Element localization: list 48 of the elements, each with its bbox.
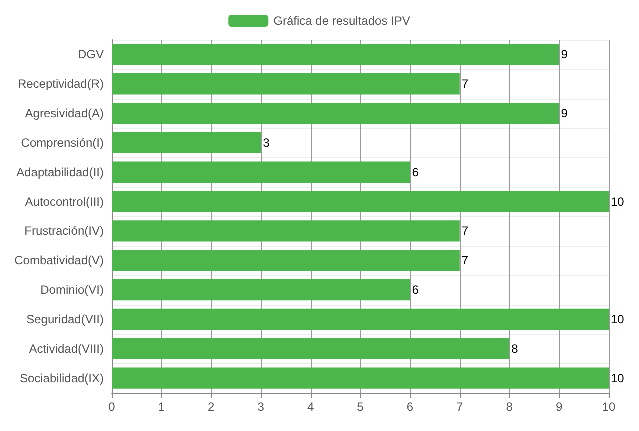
- x-tick-label: 7: [456, 400, 464, 414]
- y-tick-label: Adaptabilidad(II): [16, 165, 104, 180]
- y-tick-label: Agresividad(A): [25, 106, 104, 121]
- data-label: 8: [512, 342, 519, 356]
- x-tick-label: 10: [602, 400, 616, 414]
- data-label: 6: [412, 165, 420, 180]
- bar: [112, 250, 460, 272]
- data-label: 10: [611, 194, 625, 209]
- y-tick-label: Actividad(VIII): [29, 342, 104, 356]
- data-label: 3: [263, 136, 270, 150]
- data-label: 6: [412, 283, 420, 298]
- legend-label: Gráfica de resultados IPV: [274, 14, 410, 28]
- x-tick-label: 9: [556, 400, 563, 414]
- bar: [112, 132, 262, 154]
- x-tick-label: 8: [506, 400, 514, 414]
- bar: [112, 44, 560, 66]
- bar: [112, 74, 460, 95]
- bar: [112, 220, 460, 242]
- bar: [112, 338, 510, 360]
- y-tick-label: Dominio(VI): [40, 283, 104, 298]
- x-tick-label: 5: [357, 400, 364, 414]
- x-tick-label: 3: [258, 400, 265, 414]
- data-label: 9: [561, 106, 568, 121]
- y-tick-label: Autocontrol(III): [25, 194, 104, 209]
- y-tick-label: Sociabilidad(IX): [20, 371, 104, 386]
- data-label: 7: [462, 254, 469, 268]
- x-tick-label: 0: [108, 400, 116, 414]
- data-label: 10: [611, 312, 625, 326]
- x-tick-label: 6: [406, 400, 414, 414]
- x-tick-label: 1: [158, 400, 166, 414]
- data-label: 9: [561, 48, 568, 62]
- data-label: 7: [462, 224, 469, 238]
- data-label: 7: [462, 77, 469, 92]
- x-tick-label: 4: [307, 400, 314, 414]
- bar: [112, 308, 609, 330]
- y-tick-label: Frustración(IV): [24, 224, 104, 238]
- data-label: 10: [611, 371, 625, 386]
- y-tick-label: Comprensión(I): [21, 136, 104, 150]
- y-tick-label: Receptividad(R): [18, 77, 104, 92]
- bar: [112, 162, 410, 183]
- bar: [112, 191, 609, 212]
- bar: [112, 279, 410, 301]
- bar: [112, 102, 560, 124]
- y-tick-label: DGV: [78, 48, 104, 62]
- x-tick-label: 2: [208, 400, 216, 414]
- bar: [112, 368, 609, 389]
- y-tick-label: Combatividad(V): [14, 254, 104, 268]
- y-tick-label: Seguridad(VII): [26, 312, 104, 326]
